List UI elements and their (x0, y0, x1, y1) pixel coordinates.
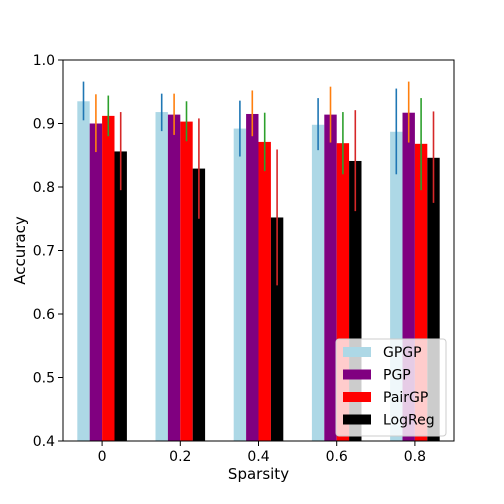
bar (102, 115, 115, 441)
y-tick-label: 0.6 (33, 307, 55, 323)
legend-swatch (343, 414, 371, 425)
y-tick-label: 0.7 (33, 244, 55, 260)
legend-label: GPGP (383, 345, 422, 361)
bar (167, 114, 181, 442)
y-tick-label: 0.5 (33, 371, 55, 387)
bar (77, 101, 90, 442)
y-tick-label: 1.0 (33, 53, 55, 69)
bar (246, 113, 259, 441)
y-tick-label: 0.9 (33, 117, 55, 133)
y-tick-label: 0.4 (33, 434, 55, 450)
x-tick-label: 0.6 (326, 449, 348, 465)
bar (192, 168, 206, 441)
bar (311, 124, 325, 442)
legend-label: LogReg (383, 413, 435, 429)
bar (258, 141, 271, 442)
y-axis-label: Accuracy (11, 216, 29, 285)
x-tick-label: 0.2 (169, 449, 191, 465)
x-tick-label: 0.8 (404, 449, 426, 465)
y-tick-label: 0.8 (33, 180, 55, 196)
legend-label: PairGP (383, 390, 428, 406)
bars-group (77, 101, 440, 442)
error-bars-group (82, 81, 435, 286)
legend-swatch (343, 369, 371, 380)
legend-swatch (343, 392, 371, 402)
x-tick-label: 0.4 (247, 449, 269, 465)
legend-box (335, 338, 447, 437)
x-axis-label: Sparsity (228, 465, 289, 483)
bar (180, 121, 193, 441)
legend-swatch (343, 347, 371, 357)
bar (89, 123, 103, 441)
bar (233, 128, 247, 441)
y-axis: 0.4 0.5 0.6 0.7 0.8 0.9 1.0 (33, 53, 63, 450)
x-tick-label: 0 (98, 449, 107, 465)
bar (114, 151, 127, 441)
bar (324, 114, 337, 442)
legend: GPGP PGP PairGP LogReg (335, 338, 447, 437)
bar (155, 112, 168, 441)
legend-label: PGP (383, 368, 411, 384)
x-axis: 0 0.2 0.4 0.6 0.8 (98, 441, 426, 465)
bar (270, 217, 284, 441)
